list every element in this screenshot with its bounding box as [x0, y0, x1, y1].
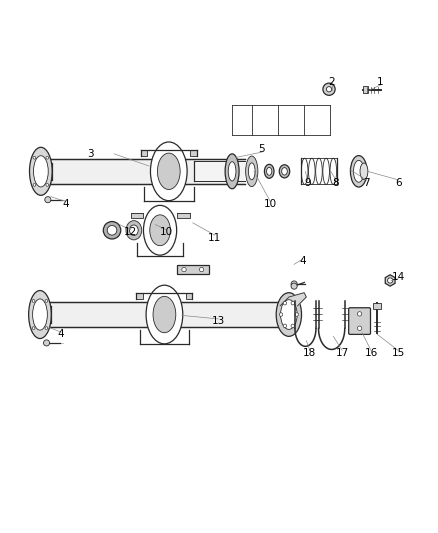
- Circle shape: [33, 156, 36, 159]
- Text: 7: 7: [363, 177, 370, 188]
- Circle shape: [283, 302, 287, 305]
- Ellipse shape: [33, 156, 48, 187]
- Circle shape: [291, 281, 297, 287]
- Polygon shape: [280, 293, 306, 306]
- Bar: [137, 294, 143, 299]
- Text: 1: 1: [377, 77, 384, 87]
- Circle shape: [323, 83, 335, 95]
- Text: 17: 17: [336, 348, 349, 358]
- Ellipse shape: [130, 225, 138, 236]
- Circle shape: [32, 327, 35, 329]
- Ellipse shape: [279, 165, 290, 178]
- Circle shape: [326, 87, 332, 92]
- Circle shape: [46, 156, 49, 159]
- Bar: [49, 302, 280, 327]
- Text: 10: 10: [264, 199, 277, 209]
- Text: 9: 9: [304, 177, 311, 188]
- Ellipse shape: [153, 296, 176, 333]
- Ellipse shape: [103, 222, 121, 239]
- Ellipse shape: [246, 156, 258, 187]
- Bar: [177, 265, 208, 274]
- Text: 4: 4: [300, 256, 306, 266]
- Ellipse shape: [350, 156, 367, 187]
- Circle shape: [46, 183, 49, 186]
- Bar: [186, 294, 192, 299]
- Bar: [49, 159, 245, 183]
- Bar: [131, 213, 143, 218]
- Text: 11: 11: [208, 233, 221, 243]
- Circle shape: [291, 324, 294, 328]
- Circle shape: [291, 302, 294, 305]
- Bar: [363, 86, 368, 93]
- Bar: [194, 161, 245, 181]
- Bar: [373, 303, 381, 309]
- Circle shape: [279, 313, 283, 316]
- Ellipse shape: [126, 221, 142, 240]
- Ellipse shape: [225, 154, 239, 189]
- Ellipse shape: [276, 293, 301, 336]
- Circle shape: [45, 327, 48, 329]
- Text: 2: 2: [328, 77, 335, 87]
- Ellipse shape: [267, 167, 272, 175]
- Circle shape: [295, 313, 298, 316]
- Circle shape: [388, 278, 393, 283]
- Ellipse shape: [32, 299, 47, 330]
- Circle shape: [45, 197, 51, 203]
- Text: 15: 15: [392, 348, 405, 358]
- Ellipse shape: [281, 300, 297, 329]
- Circle shape: [182, 268, 186, 272]
- Text: 10: 10: [160, 228, 173, 237]
- Ellipse shape: [29, 147, 52, 195]
- Text: 3: 3: [87, 149, 93, 159]
- Circle shape: [357, 312, 362, 316]
- Text: 13: 13: [212, 316, 225, 326]
- Text: 8: 8: [333, 177, 339, 188]
- Circle shape: [43, 340, 49, 346]
- Bar: [141, 150, 147, 156]
- Text: 14: 14: [392, 272, 405, 282]
- FancyBboxPatch shape: [349, 308, 371, 334]
- Circle shape: [199, 268, 204, 272]
- Ellipse shape: [146, 285, 183, 344]
- Ellipse shape: [228, 161, 236, 181]
- Text: 6: 6: [396, 177, 402, 188]
- Text: 5: 5: [258, 144, 265, 155]
- Bar: [191, 150, 197, 156]
- Bar: [177, 213, 190, 218]
- Ellipse shape: [353, 160, 364, 182]
- Text: 12: 12: [124, 228, 138, 237]
- Text: 4: 4: [62, 199, 69, 209]
- Circle shape: [283, 324, 287, 328]
- Ellipse shape: [265, 164, 274, 179]
- Ellipse shape: [282, 167, 287, 175]
- Circle shape: [357, 326, 362, 330]
- Ellipse shape: [150, 142, 187, 200]
- Ellipse shape: [107, 225, 117, 235]
- Circle shape: [291, 283, 297, 289]
- Circle shape: [33, 183, 36, 186]
- Ellipse shape: [157, 153, 180, 190]
- Ellipse shape: [360, 163, 368, 180]
- Ellipse shape: [248, 163, 255, 180]
- Ellipse shape: [150, 215, 170, 246]
- Text: 18: 18: [303, 348, 316, 358]
- Ellipse shape: [144, 205, 177, 255]
- Text: 16: 16: [364, 348, 378, 358]
- Ellipse shape: [28, 290, 51, 338]
- Text: 4: 4: [58, 329, 64, 339]
- Circle shape: [32, 300, 35, 302]
- Circle shape: [45, 300, 48, 302]
